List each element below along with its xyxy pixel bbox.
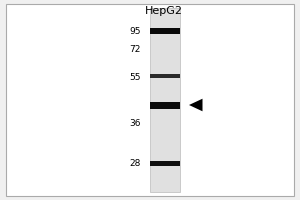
Bar xyxy=(150,74,180,78)
Bar xyxy=(150,102,180,108)
Bar xyxy=(150,28,180,34)
Text: 36: 36 xyxy=(130,118,141,128)
Text: 72: 72 xyxy=(130,45,141,53)
Polygon shape xyxy=(189,99,202,111)
Bar xyxy=(150,160,180,166)
Text: 55: 55 xyxy=(130,72,141,82)
Text: HepG2: HepG2 xyxy=(145,6,182,16)
Text: 28: 28 xyxy=(130,158,141,168)
Text: 95: 95 xyxy=(130,26,141,36)
Bar xyxy=(150,8,180,192)
